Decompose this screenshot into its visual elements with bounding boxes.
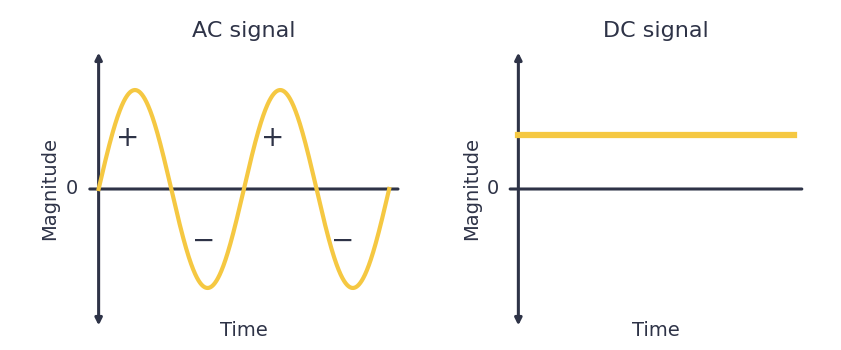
Text: 0: 0 bbox=[487, 180, 499, 198]
Title: DC signal: DC signal bbox=[603, 21, 709, 41]
Text: Magnitude: Magnitude bbox=[462, 138, 481, 240]
Text: −: − bbox=[192, 226, 214, 254]
Text: Magnitude: Magnitude bbox=[40, 138, 59, 240]
Text: Time: Time bbox=[632, 321, 680, 340]
Text: Time: Time bbox=[220, 321, 267, 340]
Text: −: − bbox=[331, 226, 354, 254]
Title: AC signal: AC signal bbox=[192, 21, 296, 41]
Text: +: + bbox=[262, 124, 284, 152]
Text: +: + bbox=[116, 124, 140, 152]
Text: 0: 0 bbox=[66, 180, 78, 198]
